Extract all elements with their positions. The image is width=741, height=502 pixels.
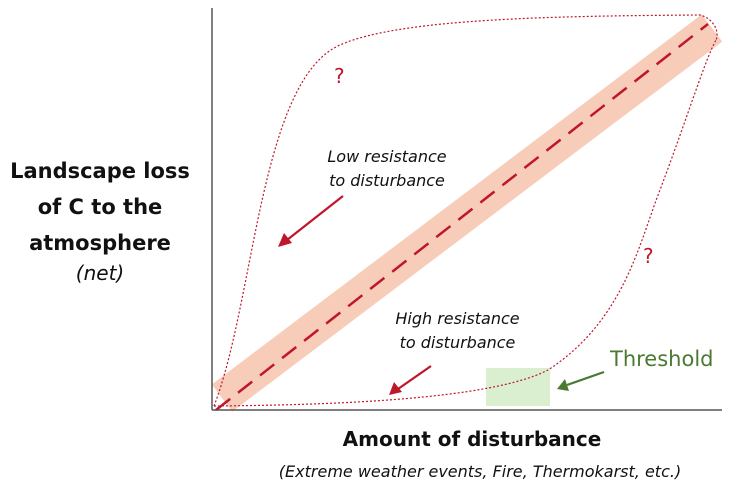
question-mark-lower: ? [643,244,654,268]
high-resistance-label: High resistance to disturbance [380,307,535,355]
y-axis-label-line-1: Landscape loss [10,159,190,183]
high-resistance-label-line-2: to disturbance [399,333,516,352]
question-mark-upper: ? [334,64,345,88]
x-axis-sublabel: (Extreme weather events, Fire, Thermokar… [278,462,682,481]
x-axis-label: Amount of disturbance [342,427,602,451]
low-resistance-label: Low resistance to disturbance [312,145,462,193]
threshold-arrow-shaft [566,370,605,387]
threshold-arrow-head [557,379,569,391]
low-resistance-label-line-2: to disturbance [329,171,445,190]
low-resistance-curve [213,14,718,407]
high-resistance-label-line-1: High resistance [395,309,520,328]
y-axis-sublabel: (net) [75,261,125,285]
low-resistance-arrow-head [278,233,292,247]
low-resistance-arrow-shaft [286,195,344,241]
high-resistance-arrow-head [389,382,402,395]
y-axis-label-line-3: atmosphere [29,231,171,255]
threshold-box [486,368,550,406]
y-axis-label-line-2: of C to the [37,195,163,219]
threshold-label: Threshold [610,347,714,371]
linear-response-line [215,23,709,411]
high-resistance-arrow-shaft [397,365,432,390]
low-resistance-label-line-1: Low resistance [327,147,447,166]
